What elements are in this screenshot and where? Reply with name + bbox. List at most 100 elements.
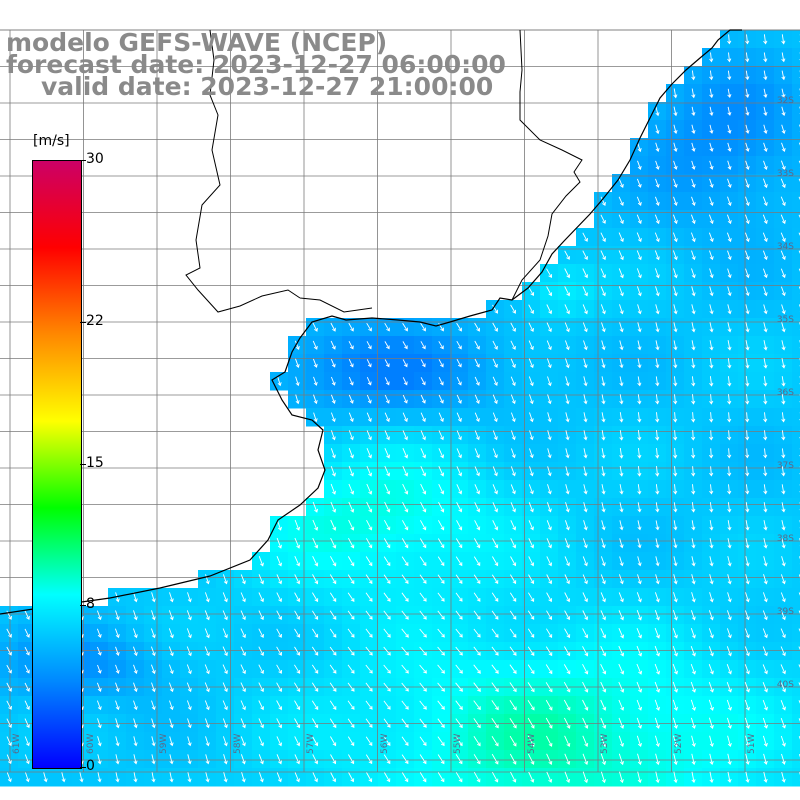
wind-arrow: [546, 556, 553, 567]
wind-arrow: [547, 448, 552, 459]
wind-arrow: [744, 250, 750, 261]
wind-arrow: [745, 160, 750, 170]
wind-arrow: [6, 718, 12, 729]
wind-arrow: [6, 700, 12, 710]
wind-arrow: [348, 340, 354, 350]
wind-arrow: [601, 466, 606, 477]
longitude-label: 52W: [674, 733, 684, 754]
wind-arrow: [528, 304, 534, 315]
wind-arrow: [654, 250, 660, 261]
wind-arrow: [348, 754, 355, 765]
wind-arrow: [365, 646, 373, 656]
wind-arrow: [133, 700, 138, 711]
wind-arrow: [583, 412, 588, 423]
wind-arrow: [151, 736, 156, 747]
wind-arrow: [780, 178, 786, 189]
wind-arrow: [654, 735, 660, 748]
wind-arrow: [781, 520, 786, 531]
wind-arrow: [637, 556, 642, 567]
wind-arrow: [781, 538, 786, 549]
wind-arrow: [473, 700, 481, 711]
longitude-label: 54W: [527, 733, 537, 754]
wind-arrow: [618, 232, 624, 243]
wind-arrow: [492, 556, 499, 567]
wind-arrow: [492, 771, 499, 783]
wind-arrow: [187, 736, 192, 747]
wind-arrow: [401, 628, 409, 638]
wind-arrow: [151, 592, 156, 603]
wind-arrow: [474, 340, 480, 350]
wind-arrow: [330, 394, 336, 405]
valid-date: valid date: 2023-12-27 21:00:00: [41, 72, 494, 101]
wind-arrow: [24, 610, 30, 620]
speed-cell: [792, 102, 800, 121]
speed-cell: [792, 192, 800, 211]
wind-arrow: [781, 106, 786, 116]
wind-arrow: [762, 735, 768, 747]
wind-arrow: [708, 628, 714, 639]
wind-arrow: [510, 358, 516, 369]
speed-cell: [792, 606, 800, 625]
wind-arrow: [781, 448, 786, 459]
wind-arrow: [673, 340, 678, 351]
wind-arrow: [401, 772, 409, 783]
wind-arrow: [115, 700, 120, 711]
wind-arrow: [419, 556, 427, 567]
wind-arrow: [582, 646, 589, 657]
wind-arrow: [24, 718, 30, 729]
wind-arrow: [745, 448, 750, 459]
colorbar-tick-label: 22: [86, 313, 104, 329]
wind-arrow: [601, 412, 606, 423]
wind-arrow: [223, 754, 228, 765]
wind-arrow: [655, 160, 660, 170]
wind-arrow: [348, 483, 355, 495]
wind-arrow: [133, 682, 138, 693]
speed-cell: [792, 30, 800, 49]
wind-arrow: [763, 142, 768, 152]
wind-arrow: [312, 340, 318, 350]
wind-arrow: [691, 735, 696, 747]
wind-arrow: [438, 412, 444, 423]
wind-arrow: [169, 736, 174, 747]
wind-arrow: [672, 250, 678, 261]
wind-arrow: [565, 448, 570, 459]
wind-arrow: [654, 196, 660, 206]
wind-arrow: [491, 592, 499, 602]
wind-arrow: [673, 556, 678, 567]
wind-arrow: [709, 771, 714, 784]
wind-arrow: [637, 753, 642, 766]
wind-arrow: [637, 502, 642, 513]
wind-arrow: [619, 466, 624, 477]
wind-arrow: [564, 610, 571, 621]
wind-arrow: [763, 771, 768, 783]
speed-cell: [792, 732, 800, 751]
wind-arrow: [383, 682, 391, 692]
wind-arrow: [744, 610, 750, 621]
wind-arrow: [529, 448, 534, 459]
wind-arrow: [601, 520, 606, 531]
wind-arrow: [673, 124, 678, 134]
wind-arrow: [456, 376, 462, 386]
wind-arrow: [365, 736, 373, 746]
wind-arrow: [582, 610, 589, 621]
wind-arrow: [151, 700, 156, 711]
wind-arrow: [529, 394, 534, 405]
wind-arrow: [420, 322, 426, 332]
wind-arrow: [709, 286, 714, 297]
wind-arrow: [546, 286, 553, 297]
wind-arrow: [169, 700, 174, 711]
wind-arrow: [401, 556, 409, 567]
wind-arrow: [455, 646, 463, 656]
wind-arrow: [187, 718, 192, 729]
wind-arrow: [673, 160, 678, 170]
wind-arrow: [169, 718, 174, 729]
wind-arrow: [330, 483, 336, 495]
wind-arrow: [636, 286, 642, 297]
wind-arrow: [510, 520, 517, 531]
wind-arrow: [294, 664, 301, 674]
wind-arrow: [673, 430, 678, 441]
wind-arrow: [564, 646, 571, 657]
wind-arrow: [222, 592, 228, 603]
wind-arrow: [637, 160, 642, 171]
